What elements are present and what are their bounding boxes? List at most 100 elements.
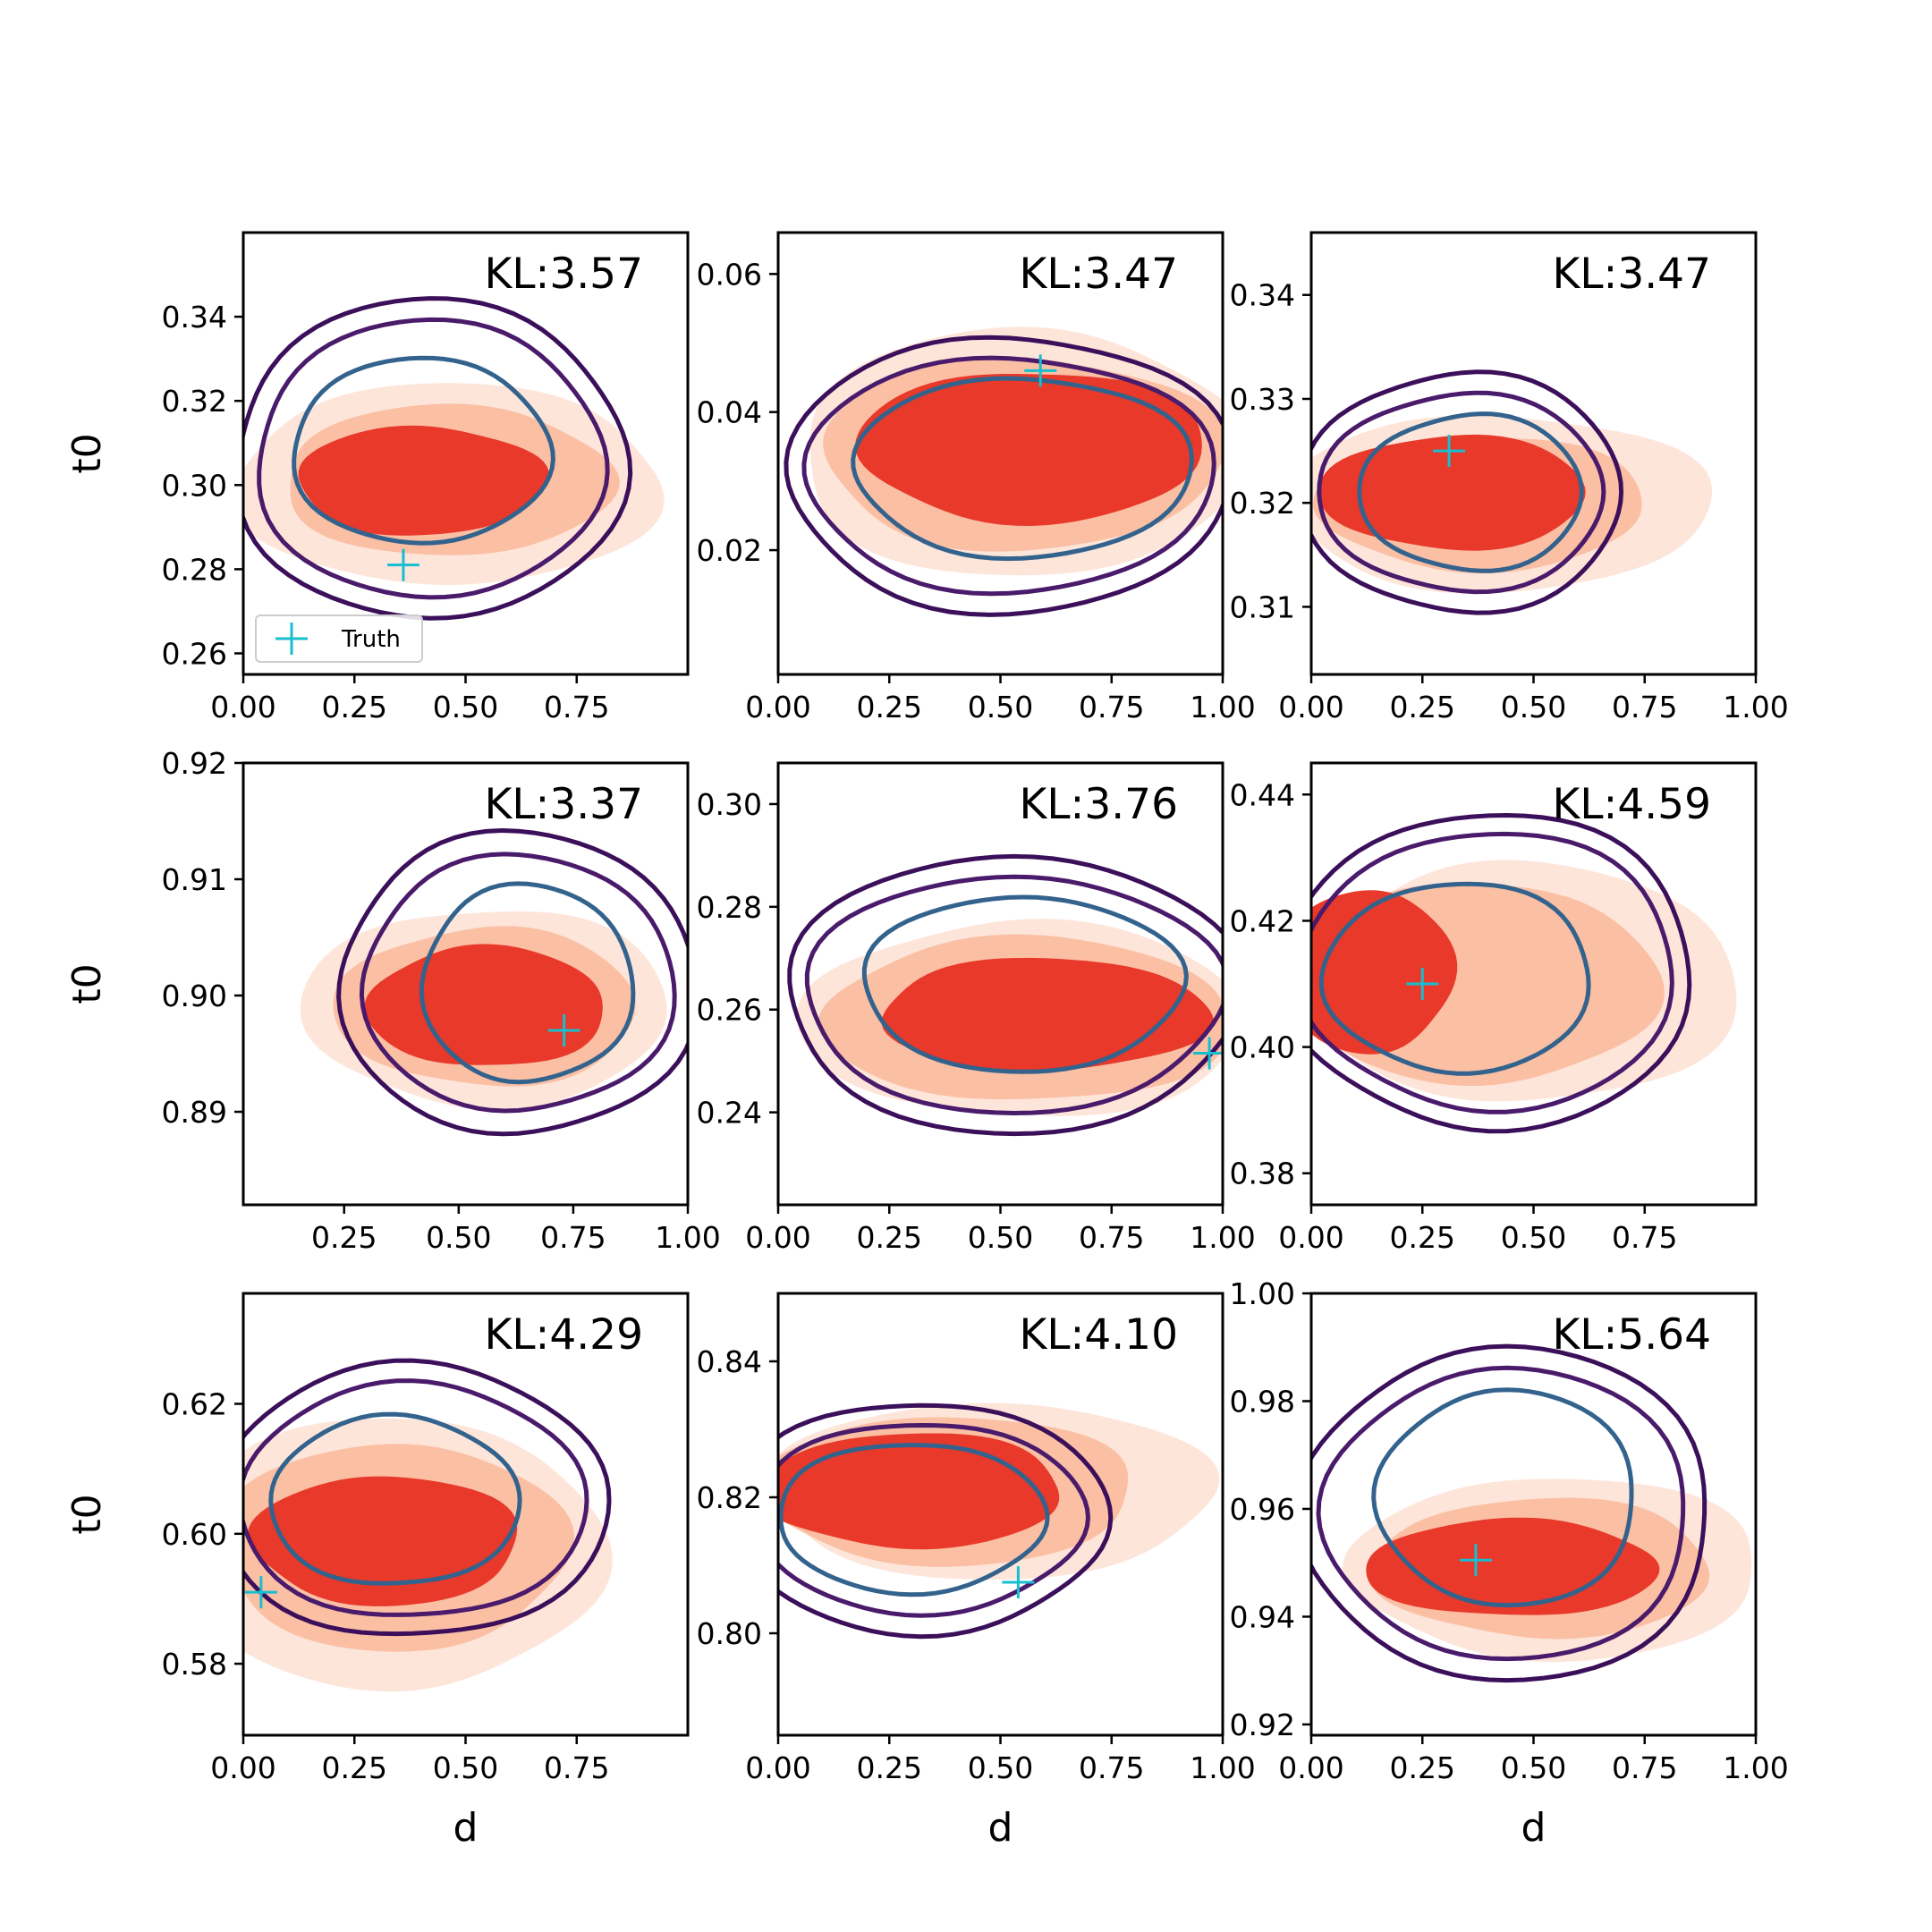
subplot-4: KL:3.37 0.25 0.50 0.75 1.00 0.89 0.90 0.91 0.92 t… — [64, 746, 721, 1255]
y-tick-label: 0.98 — [1230, 1384, 1295, 1419]
y-tick-label: 0.32 — [1230, 486, 1295, 521]
x-tick-label: 1.00 — [1190, 690, 1255, 724]
x-tick-label: 0.75 — [1612, 1220, 1677, 1255]
x-tick-label: 0.75 — [1612, 690, 1677, 724]
contour-line-1 — [336, 827, 688, 1137]
x-tick-label: 0.50 — [968, 690, 1033, 724]
contour-line-1 — [243, 296, 633, 621]
x-tick-label: 0.75 — [1079, 690, 1144, 724]
subplot-5: KL:3.76 0.00 0.25 0.50 0.75 1.00 0.24 0.26 0.28 0… — [697, 761, 1256, 1255]
truth-marker — [386, 548, 419, 581]
kl-label: KL:3.37 — [485, 780, 644, 829]
contour-line-2 — [1317, 390, 1606, 595]
y-tick-label: 0.82 — [697, 1480, 762, 1515]
truth-marker — [1459, 1544, 1492, 1577]
x-tick-label: 0.00 — [745, 1750, 810, 1785]
y-tick-label: 0.91 — [162, 862, 227, 897]
contour-line-2 — [257, 317, 610, 600]
contour-line-3 — [861, 894, 1189, 1074]
x-tick-label: 0.25 — [857, 1750, 922, 1785]
y-tick-label: 0.92 — [1230, 1707, 1295, 1742]
x-tick-label: 0.25 — [322, 1750, 387, 1785]
x-tick-label: 0.25 — [1390, 1750, 1455, 1785]
x-tick-label: 0.00 — [1278, 690, 1343, 724]
x-tick-label: 0.75 — [544, 1750, 609, 1785]
x-tick-label: 0.75 — [544, 690, 609, 724]
x-tick-label: 0.25 — [857, 1220, 922, 1255]
x-tick-label: 1.00 — [1190, 1220, 1255, 1255]
contour-line-3 — [268, 1411, 522, 1586]
x-tick-label: 0.50 — [1501, 1750, 1566, 1785]
y-axis-label: t0 — [64, 963, 110, 1004]
plot-area — [1311, 1343, 1752, 1683]
contour-line-3 — [778, 1443, 1050, 1597]
y-axis-label: t0 — [64, 1494, 110, 1534]
x-tick-label: 0.50 — [968, 1220, 1033, 1255]
contour-line-2 — [359, 852, 677, 1114]
y-tick-label: 0.26 — [697, 993, 762, 1028]
contour-line-2 — [801, 355, 1216, 597]
y-tick-label: 0.34 — [162, 300, 227, 335]
y-tick-label: 0.84 — [697, 1344, 762, 1379]
y-tick-label: 0.90 — [162, 979, 227, 1013]
x-tick-label: 0.50 — [1501, 1220, 1566, 1255]
y-tick-label: 0.40 — [1230, 1030, 1295, 1065]
x-tick-label: 1.00 — [655, 1220, 720, 1255]
legend: Truth — [255, 614, 423, 663]
y-tick-label: 0.30 — [697, 787, 762, 822]
contour-line-1 — [784, 335, 1223, 617]
truth-marker — [1433, 435, 1466, 468]
contour-line-2 — [1311, 831, 1674, 1114]
truth-marker — [1002, 1566, 1035, 1598]
plot-area — [1311, 812, 1737, 1134]
x-tick-label: 0.50 — [426, 1220, 491, 1255]
kl-label: KL:3.76 — [1020, 780, 1179, 829]
plot-area — [784, 326, 1223, 617]
contour-line-3 — [851, 376, 1194, 562]
legend-truth-marker — [275, 623, 308, 655]
density-fill-level-3 — [1311, 890, 1458, 1055]
plot-area — [243, 296, 665, 621]
truth-marker — [244, 1576, 277, 1609]
y-tick-label: 0.31 — [1230, 589, 1295, 624]
contour-line-1 — [243, 1358, 612, 1637]
contour-line-1 — [778, 1402, 1114, 1640]
y-tick-label: 0.33 — [1230, 382, 1295, 417]
y-tick-label: 0.38 — [1230, 1157, 1295, 1191]
plot-area — [243, 1358, 613, 1692]
truth-marker — [1024, 354, 1057, 387]
x-tick-label: 0.25 — [1390, 690, 1455, 724]
x-tick-label: 0.75 — [540, 1220, 606, 1255]
subplot-2: KL:3.47 0.00 0.25 0.50 0.75 1.00 0.02 0.04 0.06 — [697, 231, 1256, 724]
truth-marker — [1193, 1037, 1223, 1070]
x-tick-label: 0.25 — [322, 690, 387, 724]
density-fill-level-3 — [855, 374, 1202, 526]
density-fill-level-3 — [298, 425, 549, 536]
kl-label: KL:3.47 — [1553, 250, 1712, 299]
contour-line-3 — [1318, 881, 1591, 1076]
contour-line-2 — [804, 874, 1223, 1116]
x-tick-label: 0.00 — [210, 1750, 275, 1785]
contour-line-3 — [292, 355, 555, 546]
y-tick-label: 0.04 — [697, 395, 762, 430]
y-tick-label: 0.24 — [697, 1096, 762, 1131]
subplot-9: KL:5.64 0.00 0.25 0.50 0.75 1.00 0.92 0.94 0.96 0… — [1230, 1276, 1789, 1851]
y-tick-label: 0.58 — [162, 1647, 227, 1682]
x-tick-label: 0.75 — [1079, 1750, 1144, 1785]
x-tick-label: 1.00 — [1723, 690, 1788, 724]
contour-line-1 — [787, 853, 1223, 1137]
y-tick-label: 0.28 — [162, 552, 227, 587]
x-tick-label: 0.25 — [311, 1220, 377, 1255]
y-tick-label: 1.00 — [1230, 1276, 1295, 1311]
kl-label: KL:5.64 — [1553, 1310, 1712, 1360]
x-axis-label: d — [453, 1805, 479, 1851]
y-tick-label: 0.62 — [162, 1387, 227, 1422]
plot-area — [1311, 369, 1712, 615]
kl-label: KL:4.59 — [1553, 780, 1712, 829]
y-tick-label: 0.60 — [162, 1517, 227, 1552]
x-axis-label: d — [988, 1805, 1013, 1851]
x-tick-label: 0.25 — [857, 690, 922, 724]
x-tick-label: 0.00 — [745, 1220, 810, 1255]
subplot-6: KL:4.59 0.00 0.25 0.50 0.75 0.38 0.40 0.42 0.44 — [1230, 761, 1758, 1255]
